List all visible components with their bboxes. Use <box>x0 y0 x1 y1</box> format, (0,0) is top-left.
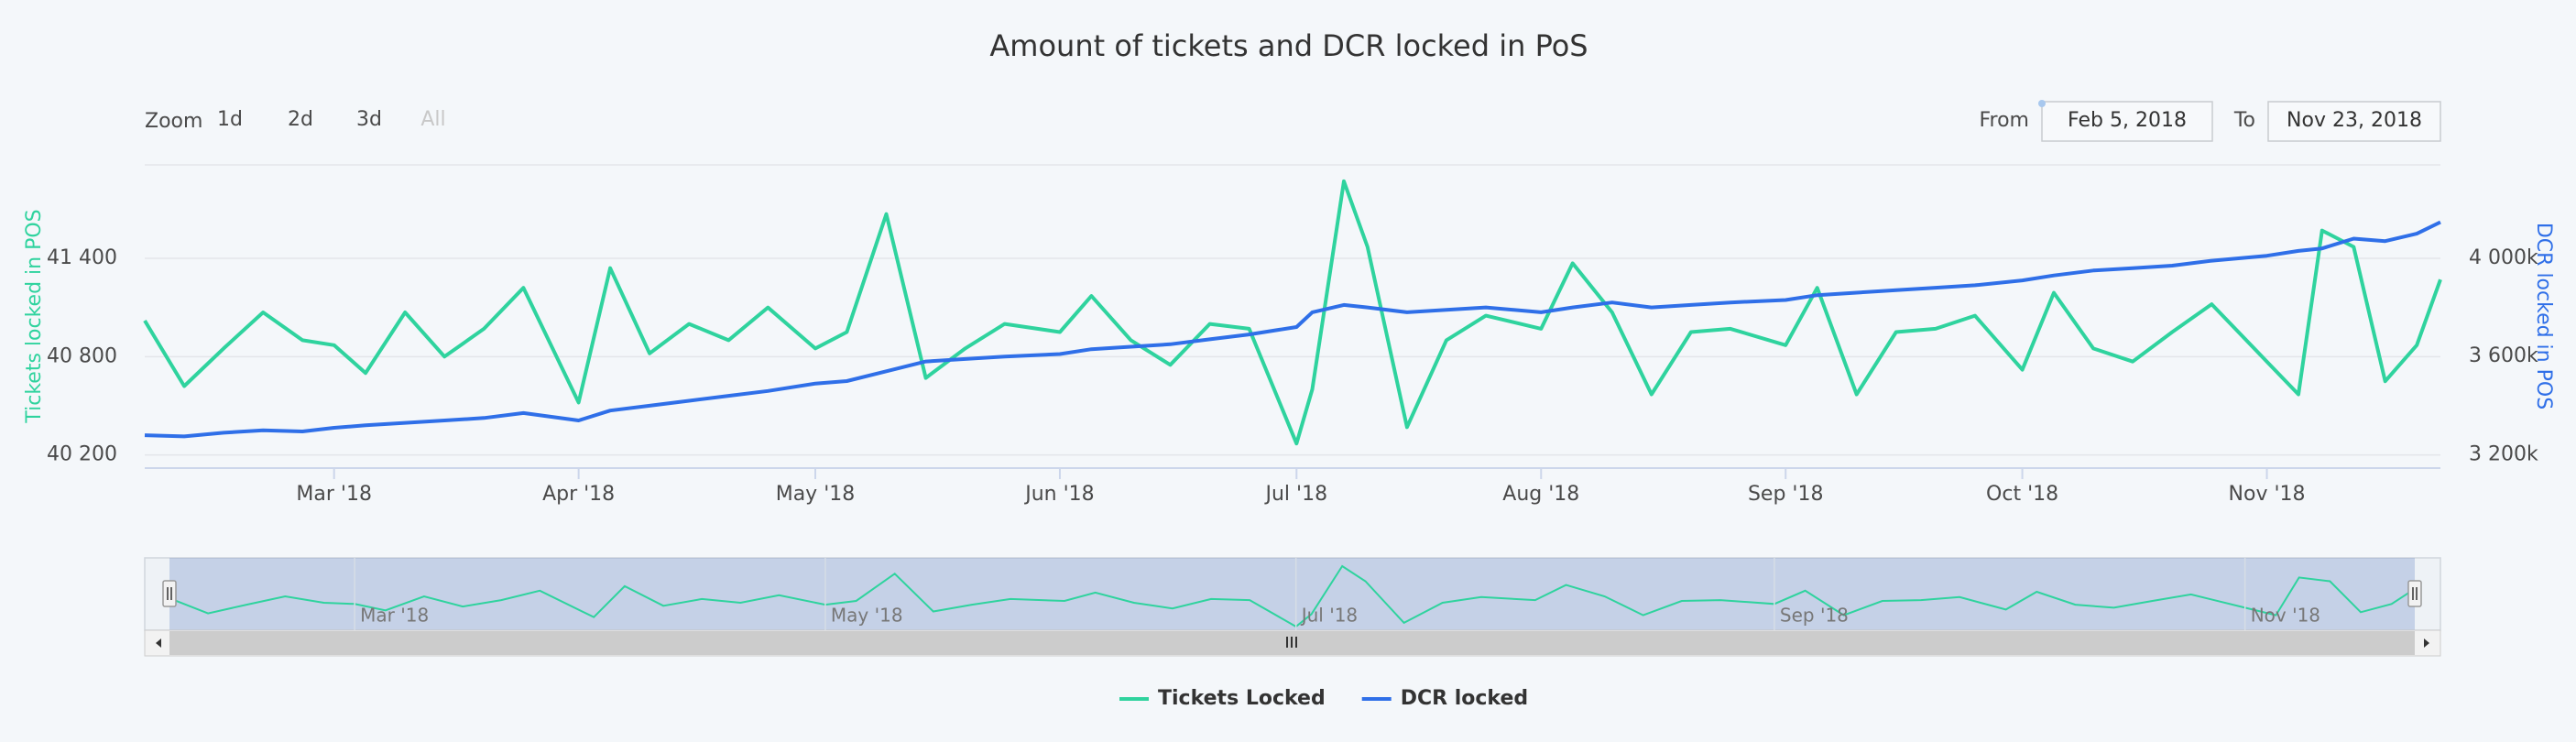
y2-axis-title: DCR locked in POS <box>2532 223 2555 409</box>
y2-tick-label: 3 600k <box>2469 344 2538 367</box>
navigator-handle <box>2407 580 2422 607</box>
input-marker <box>2038 100 2046 107</box>
navigator-tick-label: Nov '18 <box>2251 605 2320 627</box>
x-tick-label: Oct '18 <box>1986 483 2058 506</box>
legend-label: Tickets Locked <box>1158 687 1326 710</box>
navigator-line <box>169 564 2416 628</box>
y-axis-title: Tickets locked in POS <box>23 209 46 423</box>
navigator-handle <box>162 580 177 607</box>
navigator-tick-label: Sep '18 <box>1780 605 1849 627</box>
series-line <box>144 220 2441 439</box>
navigator-tick-label: Mar '18 <box>360 605 429 627</box>
y-tick-label: 41 400 <box>47 246 117 269</box>
from-label: From <box>1979 109 2029 132</box>
legend-label: DCR locked <box>1401 687 1528 710</box>
zoom-label: Zoom <box>145 110 202 133</box>
scroll-right[interactable] <box>2424 638 2429 648</box>
handle-grip <box>167 587 172 600</box>
x-tick-label: Jul '18 <box>1264 483 1328 506</box>
zoom-button[interactable]: 2d <box>288 108 313 131</box>
y2-tick-label: 3 200k <box>2469 443 2538 466</box>
scrollbar-grip <box>1286 637 1297 648</box>
navigator-frame <box>144 557 2441 631</box>
x-tick-label: Mar '18 <box>296 483 372 506</box>
handle-grip <box>2412 587 2418 600</box>
to-value: Nov 23, 2018 <box>2287 109 2422 132</box>
series-line <box>143 179 2442 446</box>
chart-title: Amount of tickets and DCR locked in PoS <box>989 28 1588 63</box>
to-label: To <box>2233 109 2255 132</box>
navigator-tick-label: May '18 <box>831 605 903 627</box>
x-tick-label: Nov '18 <box>2229 483 2306 506</box>
y-tick-label: 40 800 <box>47 344 117 367</box>
x-tick-label: May '18 <box>776 483 856 506</box>
from-input[interactable] <box>2041 101 2213 142</box>
y-tick-label: 40 200 <box>47 443 117 466</box>
x-tick-label: Sep '18 <box>1748 483 1824 506</box>
x-tick-label: Aug '18 <box>1502 483 1579 506</box>
navigator-tick-label: Jul '18 <box>1300 605 1358 627</box>
to-input[interactable] <box>2267 101 2441 142</box>
zoom-button[interactable]: 1d <box>217 108 243 131</box>
zoom-button[interactable]: 3d <box>356 108 382 131</box>
navigator-selection[interactable] <box>169 558 2415 630</box>
x-tick-label: Apr '18 <box>542 483 615 506</box>
scroll-left[interactable] <box>156 638 161 648</box>
x-tick-label: Jun '18 <box>1023 483 1094 506</box>
zoom-button[interactable]: All <box>420 108 445 131</box>
y2-tick-label: 4 000k <box>2469 246 2538 269</box>
from-value: Feb 5, 2018 <box>2068 109 2187 132</box>
